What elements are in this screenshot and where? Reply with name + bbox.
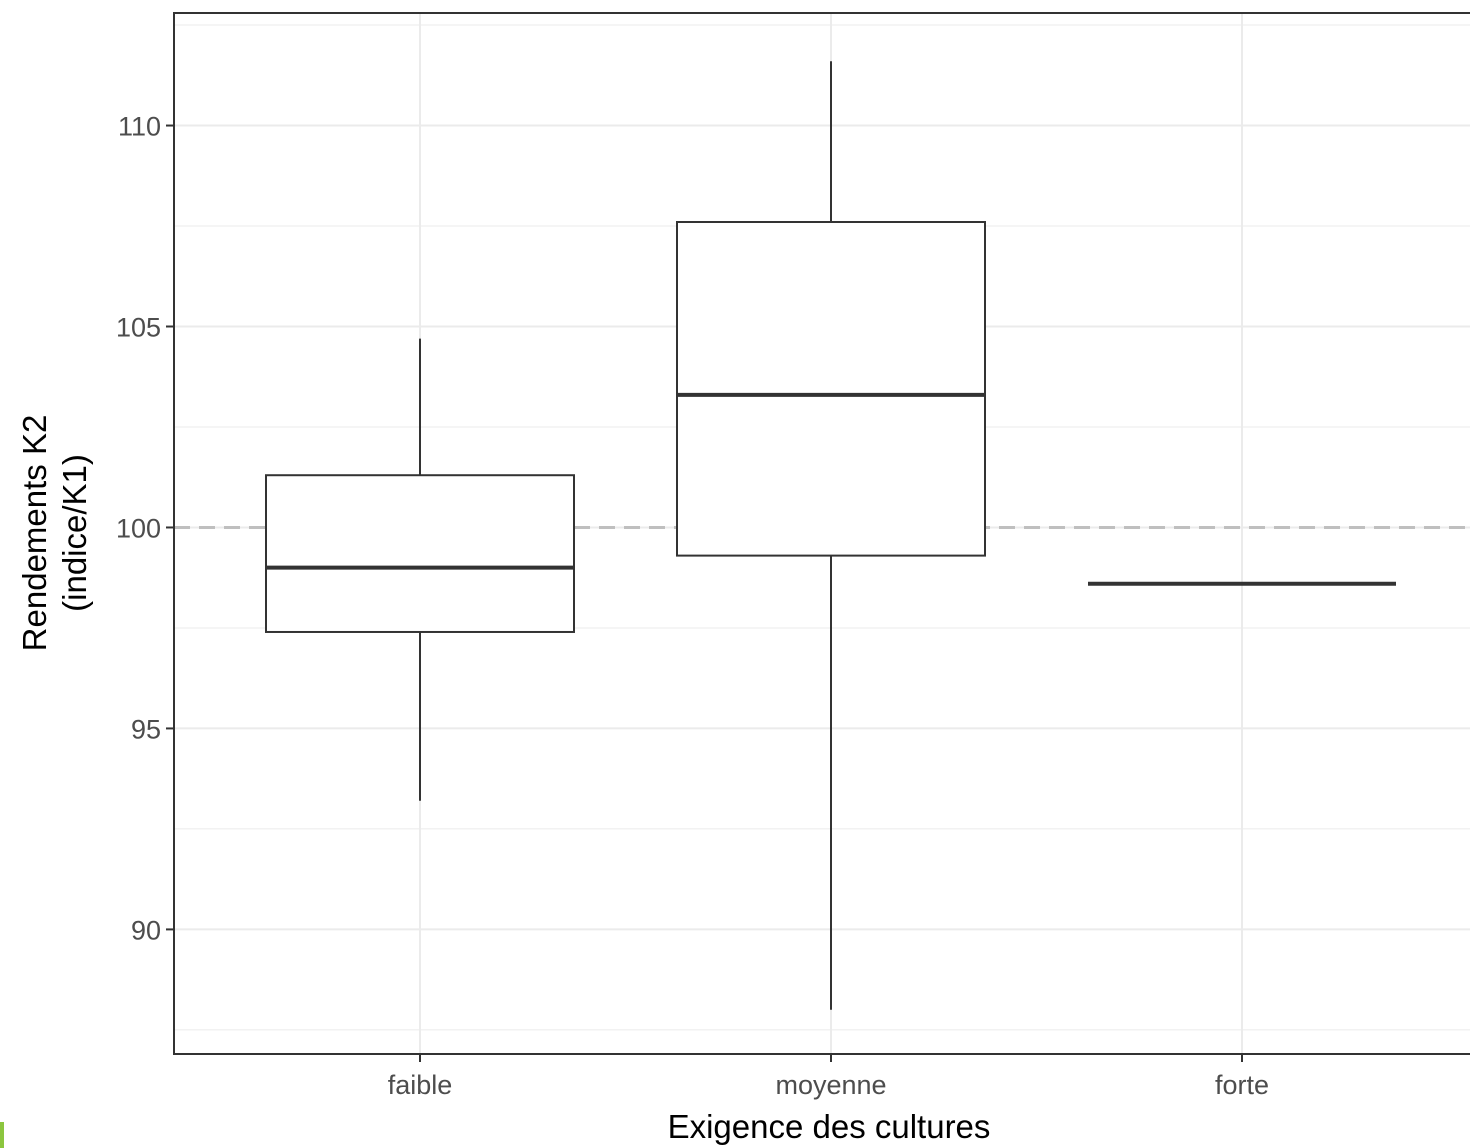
y-tick-label: 100 (116, 513, 161, 543)
boxes-group (265, 61, 1396, 1010)
y-tick-label: 110 (118, 112, 161, 142)
x-tick-label: faible (388, 1070, 453, 1100)
iqr-box (676, 221, 986, 557)
axes-group: 90 95 100 105 110 faible moyenne forte (116, 112, 1269, 1100)
corner-accent-mark (0, 1122, 4, 1148)
y-tick-label: 105 (116, 313, 161, 343)
x-axis-title: Exigence des cultures (668, 1108, 991, 1145)
box-moyenne (676, 61, 986, 1010)
y-tick-label: 95 (131, 714, 161, 744)
iqr-box (265, 474, 575, 633)
y-axis-title-line-2: (indice/K1) (56, 454, 93, 612)
panel-border (173, 12, 1470, 1055)
x-tick-label: moyenne (775, 1070, 886, 1100)
y-axis-title-line-1: Rendements K2 (16, 415, 53, 652)
box-faible (265, 338, 575, 801)
y-tick-label: 90 (131, 915, 161, 945)
x-tick-label: forte (1215, 1070, 1269, 1100)
